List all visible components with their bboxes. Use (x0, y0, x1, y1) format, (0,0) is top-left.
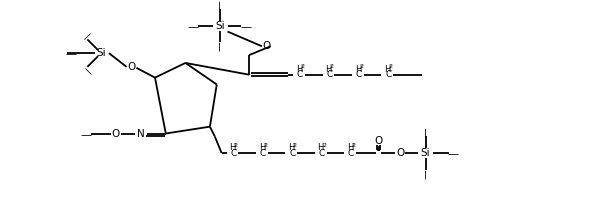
Text: H: H (325, 65, 332, 74)
Text: C: C (297, 70, 303, 79)
Text: C: C (289, 149, 295, 158)
Text: C: C (326, 70, 332, 79)
Text: 2: 2 (322, 143, 326, 148)
Text: —: — (420, 169, 431, 178)
Text: —: — (448, 149, 459, 159)
Text: —: — (188, 22, 199, 32)
Text: C: C (318, 149, 325, 158)
Text: C: C (231, 149, 237, 158)
Text: H: H (259, 143, 265, 152)
Text: 2: 2 (389, 64, 393, 69)
Text: Si: Si (96, 48, 106, 58)
Text: 2: 2 (359, 64, 364, 69)
Text: H: H (355, 65, 361, 74)
Text: H: H (347, 143, 353, 152)
Text: —: — (215, 0, 224, 10)
Text: 2: 2 (351, 143, 356, 148)
Text: O: O (112, 130, 120, 139)
Text: O: O (127, 62, 135, 72)
Text: —: — (81, 130, 92, 140)
Text: —: — (215, 41, 224, 51)
Text: Si: Si (421, 148, 431, 158)
Text: Si: Si (215, 21, 224, 31)
Text: N: N (137, 130, 145, 139)
Text: —: — (81, 28, 95, 42)
Text: C: C (385, 70, 392, 79)
Text: O: O (263, 41, 271, 51)
Text: 2: 2 (293, 143, 296, 148)
Text: C: C (356, 70, 362, 79)
Text: 2: 2 (234, 143, 238, 148)
Text: H: H (317, 143, 324, 152)
Text: O: O (396, 148, 404, 158)
Text: —: — (420, 128, 431, 137)
Text: 2: 2 (330, 64, 334, 69)
Text: C: C (260, 149, 266, 158)
Text: —: — (65, 49, 76, 59)
Text: O: O (375, 136, 382, 146)
Text: H: H (288, 143, 295, 152)
Text: —: — (240, 22, 252, 32)
Text: C: C (348, 149, 354, 158)
Text: 2: 2 (264, 143, 267, 148)
Text: H: H (384, 65, 390, 74)
Text: H: H (229, 143, 235, 152)
Text: H: H (296, 65, 303, 74)
Text: —: — (81, 64, 95, 78)
Text: 2: 2 (301, 64, 304, 69)
